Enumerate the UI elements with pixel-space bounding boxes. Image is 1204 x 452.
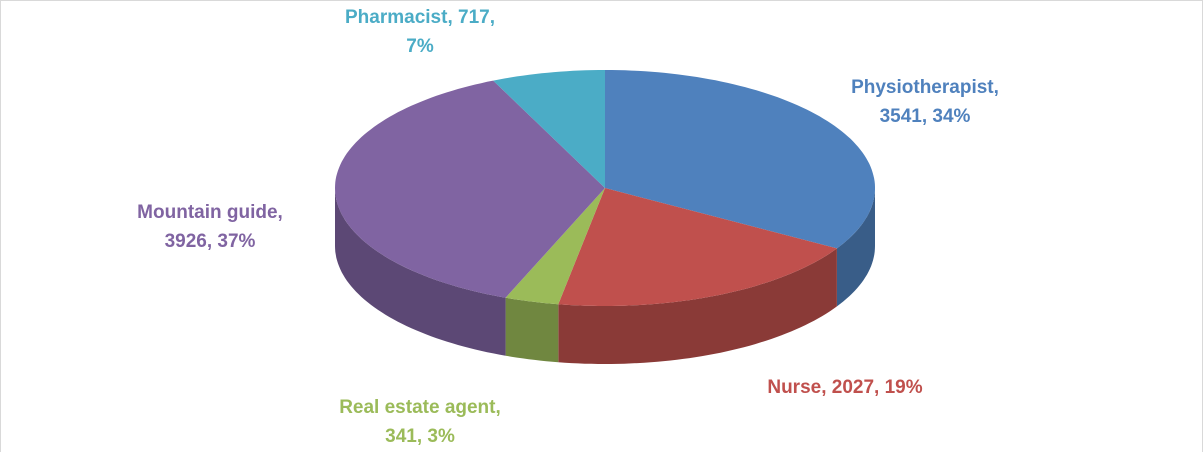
pie-slice [493, 70, 605, 188]
data-label: Pharmacist, 717, [345, 7, 495, 28]
data-label: Mountain guide, [137, 202, 283, 223]
pie-slice [558, 188, 837, 306]
data-label: Nurse, 2027, 19% [767, 377, 922, 398]
slice-side [335, 188, 506, 356]
data-label: 3541, 34% [880, 106, 971, 127]
pie-slice [505, 188, 605, 305]
pie-slice [335, 80, 605, 298]
data-label: Physiotherapist, [851, 77, 999, 98]
slice-side [505, 297, 559, 363]
data-label: 7% [406, 36, 434, 57]
slice-side [836, 188, 875, 307]
pie-slice [605, 70, 875, 249]
data-label: Real estate agent, [339, 397, 501, 418]
slice-side [558, 248, 837, 364]
data-label: 341, 3% [385, 426, 455, 447]
data-label: 3926, 37% [165, 231, 256, 252]
